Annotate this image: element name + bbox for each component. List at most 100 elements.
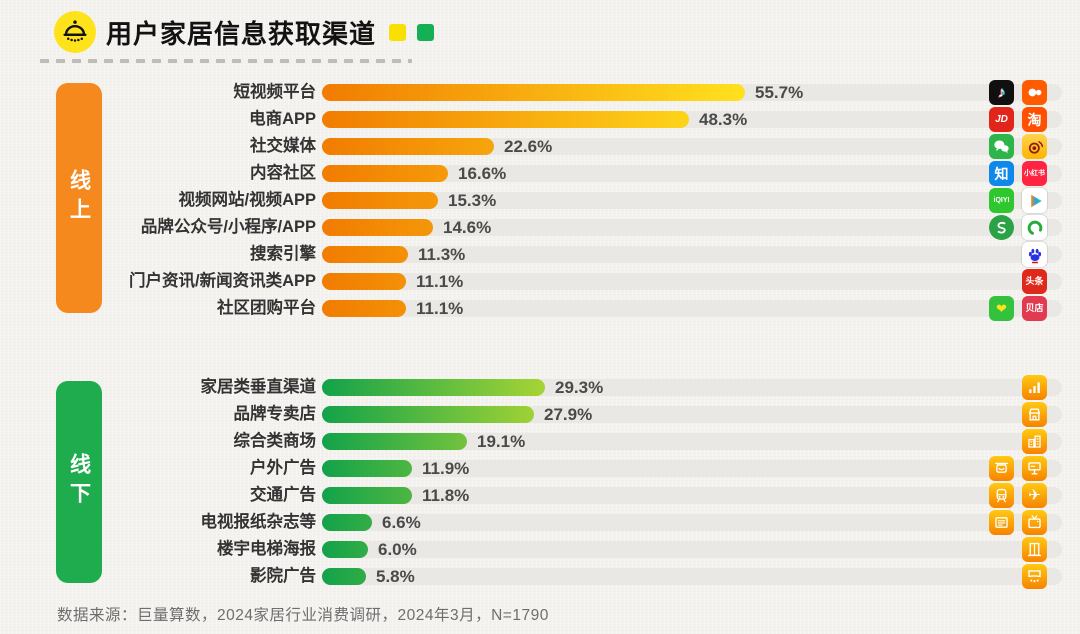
row-icons bbox=[989, 242, 1047, 267]
bar-track bbox=[322, 273, 1062, 290]
newspaper-icon bbox=[989, 509, 1014, 535]
row-icons: ✈ bbox=[989, 482, 1047, 508]
storefront-icon bbox=[1022, 401, 1047, 427]
bar-track bbox=[322, 432, 1062, 450]
bar bbox=[322, 111, 689, 128]
section-pill-label: 线下 bbox=[67, 453, 91, 511]
row-label: 社交媒体 bbox=[250, 137, 316, 155]
bar bbox=[322, 273, 406, 290]
legend-online-swatch bbox=[389, 23, 407, 41]
value-label: 14.6% bbox=[443, 218, 492, 237]
row-icons: iQIYI bbox=[989, 188, 1047, 213]
bar-row: 交通广告 11.8% ✈ bbox=[0, 482, 1080, 509]
bar-row: 电商APP 48.3% JD 淘 bbox=[0, 106, 1080, 133]
bar-row: 搜索引擎 11.3% bbox=[0, 241, 1080, 268]
mall-icon bbox=[1022, 428, 1047, 454]
taobao-icon: 淘 bbox=[1022, 107, 1047, 132]
airplane-icon: ✈ bbox=[1022, 482, 1047, 508]
row-label: 门户资讯/新闻资讯类APP bbox=[128, 272, 316, 290]
wechat-channels-icon bbox=[989, 215, 1014, 240]
kuaishou-icon bbox=[1022, 80, 1047, 105]
row-icons bbox=[989, 401, 1047, 427]
title-underline bbox=[40, 59, 412, 63]
bar-track bbox=[322, 219, 1062, 236]
signboard-icon bbox=[989, 455, 1014, 481]
tencent-video-icon bbox=[1022, 188, 1047, 213]
bar bbox=[322, 84, 745, 101]
bar-row: 影院广告 5.8% bbox=[0, 563, 1080, 590]
row-label: 影院广告 bbox=[250, 566, 316, 585]
value-label: 5.8% bbox=[376, 566, 415, 586]
row-label: 社区团购平台 bbox=[217, 299, 316, 317]
bar-row: 楼宇电梯海报 6.0% bbox=[0, 536, 1080, 563]
elevator-icon bbox=[1022, 536, 1047, 562]
bar-row: 品牌专卖店 27.9% bbox=[0, 401, 1080, 428]
row-icons bbox=[989, 215, 1047, 240]
bar-track bbox=[322, 567, 1062, 585]
mini-program-icon bbox=[1022, 215, 1047, 240]
vertical-channel-icon bbox=[1022, 374, 1047, 400]
train-icon bbox=[989, 482, 1014, 508]
bar-track bbox=[322, 192, 1062, 209]
row-icons: ♪ bbox=[989, 80, 1047, 105]
bar bbox=[322, 300, 406, 317]
row-icons bbox=[989, 428, 1047, 454]
row-icons: JD 淘 bbox=[989, 107, 1047, 132]
section-pill-label: 线上 bbox=[67, 169, 91, 227]
value-label: 27.9% bbox=[544, 404, 593, 424]
value-label: 22.6% bbox=[504, 137, 553, 156]
bar-track bbox=[322, 138, 1062, 155]
row-label: 品牌专卖店 bbox=[233, 404, 317, 423]
bar-row: 视频网站/视频APP 15.3% iQIYI bbox=[0, 187, 1080, 214]
bar-track bbox=[322, 300, 1062, 317]
bar bbox=[322, 567, 366, 585]
bar-row: 户外广告 11.9% bbox=[0, 455, 1080, 482]
row-icons bbox=[989, 455, 1047, 481]
bar bbox=[322, 459, 412, 477]
cinema-icon bbox=[1022, 563, 1047, 589]
value-label: 15.3% bbox=[448, 191, 497, 210]
billboard-icon bbox=[1022, 455, 1047, 481]
douyin-icon: ♪ bbox=[989, 80, 1014, 105]
meituan-youxuan-icon: ❤ bbox=[989, 296, 1014, 321]
bar-track bbox=[322, 246, 1062, 263]
bar bbox=[322, 432, 467, 450]
bar-track bbox=[322, 165, 1062, 182]
beidian-icon: 贝店 bbox=[1022, 296, 1047, 321]
zhihu-icon: 知 bbox=[989, 161, 1014, 186]
bar-track bbox=[322, 459, 1062, 477]
value-label: 6.0% bbox=[378, 539, 417, 559]
bar-track bbox=[322, 486, 1062, 504]
row-icons bbox=[989, 134, 1047, 159]
bar bbox=[322, 405, 534, 423]
bar-row: 内容社区 16.6% 知小红书 bbox=[0, 160, 1080, 187]
value-label: 11.1% bbox=[416, 299, 464, 318]
value-label: 11.8% bbox=[422, 485, 470, 505]
row-label: 综合类商场 bbox=[233, 431, 317, 450]
bar bbox=[322, 192, 438, 209]
row-icons bbox=[989, 374, 1047, 400]
value-label: 11.1% bbox=[416, 272, 464, 291]
row-label: 视频网站/视频APP bbox=[178, 191, 316, 209]
row-icons: 头条 bbox=[989, 269, 1047, 294]
legend-offline-swatch bbox=[417, 23, 435, 41]
row-label: 家居类垂直渠道 bbox=[200, 377, 317, 396]
data-source-note: 数据来源：巨量算数，2024家居行业消费调研，2024年3月，N=1790 bbox=[57, 607, 549, 624]
bar-row: 社交媒体 22.6% bbox=[0, 133, 1080, 160]
row-label: 楼宇电梯海报 bbox=[217, 539, 316, 558]
value-label: 48.3% bbox=[699, 110, 748, 129]
iqiyi-icon: iQIYI bbox=[989, 188, 1014, 213]
tv-icon bbox=[1022, 509, 1047, 535]
xiaohongshu-icon: 小红书 bbox=[1022, 161, 1047, 186]
row-label: 电视报纸杂志等 bbox=[200, 512, 317, 531]
row-icons: ❤ 贝店 bbox=[989, 296, 1047, 321]
toutiao-icon: 头条 bbox=[1022, 269, 1047, 294]
row-label: 户外广告 bbox=[250, 458, 316, 477]
bar bbox=[322, 138, 494, 155]
bar-row: 家居类垂直渠道 29.3% bbox=[0, 374, 1080, 401]
bar-row: 短视频平台 55.7% ♪ bbox=[0, 79, 1080, 106]
bar-track bbox=[322, 513, 1062, 531]
wechat-icon bbox=[989, 134, 1014, 159]
value-label: 11.9% bbox=[422, 458, 470, 478]
